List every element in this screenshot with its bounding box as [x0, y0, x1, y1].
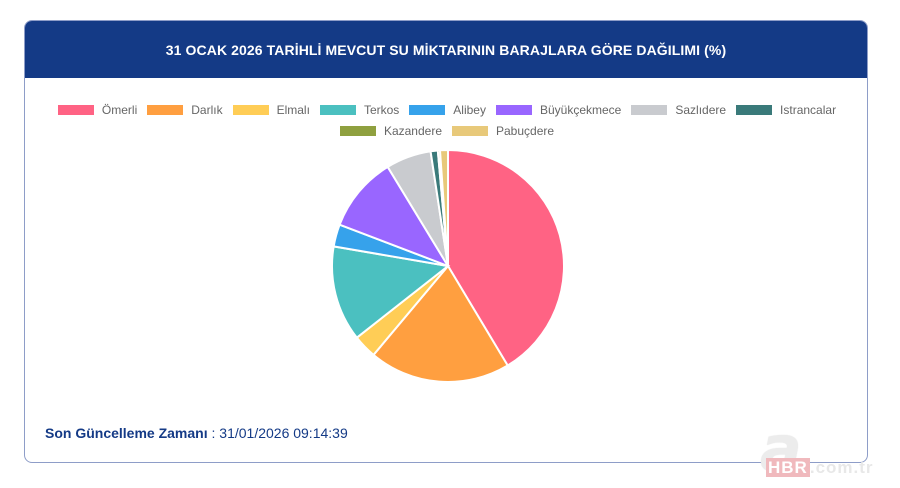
- legend-item-sazlıdere[interactable]: Sazlıdere: [631, 103, 726, 117]
- legend-item-elmalı[interactable]: Elmalı: [232, 103, 310, 117]
- legend-item-pabuçdere[interactable]: Pabuçdere: [452, 124, 554, 138]
- legend-swatch: [736, 105, 773, 115]
- legend-label: Darlık: [191, 103, 223, 117]
- legend-item-kazandere[interactable]: Kazandere: [339, 124, 442, 138]
- legend-label: Sazlıdere: [675, 103, 727, 117]
- legend-swatch: [339, 126, 376, 136]
- legend-item-istrancalar[interactable]: Istrancalar: [736, 103, 836, 117]
- legend-item-ömerli[interactable]: Ömerli: [57, 103, 138, 117]
- pie-slice-büyükçekmece[interactable]: [338, 165, 451, 268]
- last-update-value: 31/01/2026 09:14:39: [219, 425, 348, 441]
- pie-slice-terkos[interactable]: [331, 245, 451, 340]
- legend-swatch: [631, 105, 668, 115]
- legend-label: Ömerli: [101, 103, 138, 117]
- legend-item-büyükçekmece[interactable]: Büyükçekmece: [495, 103, 622, 117]
- legend-row: Kazandere Pabuçdere: [25, 124, 867, 138]
- legend-label: Büyükçekmece: [539, 103, 622, 117]
- chart-card: 31 OCAK 2026 TARİHLİ MEVCUT SU MİKTARINI…: [24, 20, 868, 463]
- legend-swatch: [232, 105, 269, 115]
- legend-label: Istrancalar: [780, 103, 837, 117]
- legend-swatch: [319, 105, 356, 115]
- legend-label: Terkos: [363, 103, 400, 117]
- pie-slice-ömerli[interactable]: [447, 149, 565, 367]
- pie-slice-darlık[interactable]: [372, 264, 510, 383]
- legend-item-alibey[interactable]: Alibey: [409, 103, 486, 117]
- legend-label: Elmalı: [276, 103, 310, 117]
- legend-row: Ömerli Darlık Elmalı Terkos Alibey Büyükçekme…: [25, 103, 867, 117]
- pie-chart: [331, 149, 565, 383]
- last-update-separator: :: [207, 425, 220, 441]
- chart-legend: Ömerli Darlık Elmalı Terkos Alibey Büyükçekme…: [25, 103, 867, 138]
- last-update: Son Güncelleme Zamanı : 31/01/2026 09:14…: [45, 425, 348, 441]
- legend-swatch: [409, 105, 446, 115]
- legend-item-terkos[interactable]: Terkos: [319, 103, 400, 117]
- legend-label: Alibey: [453, 103, 486, 117]
- legend-item-darlık[interactable]: Darlık: [147, 103, 223, 117]
- chart-title: 31 OCAK 2026 TARİHLİ MEVCUT SU MİKTARINI…: [25, 21, 867, 78]
- legend-swatch: [147, 105, 184, 115]
- last-update-label: Son Güncelleme Zamanı: [45, 425, 208, 441]
- legend-label: Pabuçdere: [496, 124, 555, 138]
- pie-slice-pabuçdere[interactable]: [438, 149, 449, 267]
- legend-swatch: [495, 105, 532, 115]
- legend-swatch: [452, 126, 488, 136]
- legend-swatch: [57, 105, 94, 115]
- legend-label: Kazandere: [383, 124, 442, 138]
